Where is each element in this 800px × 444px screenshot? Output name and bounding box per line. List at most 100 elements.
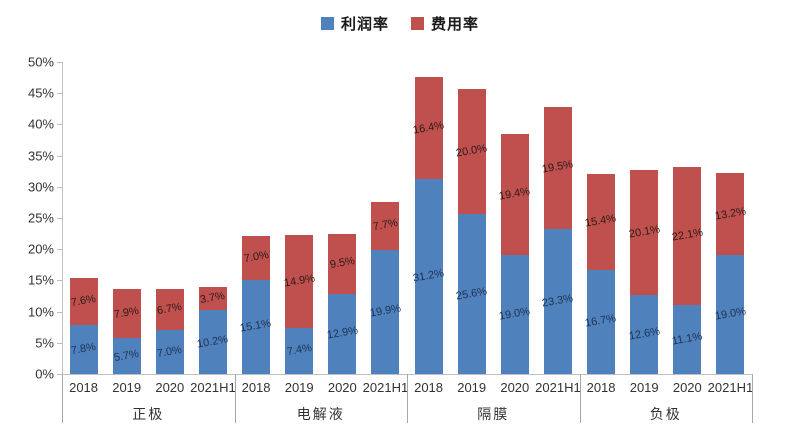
y-tick-label: 15% — [27, 272, 54, 288]
data-label: 7.7% — [371, 217, 399, 234]
category-separator — [407, 374, 408, 423]
data-label: 16.4% — [412, 119, 445, 137]
bar-segment-费用率: 14.9% — [282, 234, 316, 328]
bar-segment-费用率: 3.7% — [198, 287, 227, 311]
bar-segment-费用率: 9.5% — [328, 234, 357, 294]
bar-segment-费用率: 22.1% — [670, 166, 704, 305]
bar-segment-利润率: 10.2% — [196, 310, 230, 374]
data-label: 22.1% — [670, 226, 704, 244]
bar-隔膜-2018: 31.2% 16.4% — [412, 76, 445, 374]
bar-正极-2020: 7.0% 6.7% — [155, 288, 184, 374]
category-separator — [579, 374, 581, 423]
x-axis-year-label: 2019 — [457, 380, 487, 395]
bar-segment-费用率: 7.6% — [69, 277, 98, 326]
bar-segment-利润率: 23.3% — [541, 228, 574, 374]
x-axis-year-label: 2020 — [500, 380, 530, 395]
data-label: 3.7% — [199, 290, 227, 307]
x-axis-year-label: 2018 — [69, 380, 99, 395]
data-label: 9.5% — [328, 255, 356, 272]
legend-item-expense-rate: 费用率 — [411, 13, 479, 34]
bar-segment-利润率: 7.8% — [69, 325, 98, 374]
bar-隔膜-2020: 19.0% 19.4% — [498, 134, 532, 374]
x-axis-year-label: 2020 — [672, 380, 702, 395]
bar-segment-利润率: 19.9% — [368, 249, 402, 374]
data-label: 25.6% — [455, 285, 489, 303]
y-tick-mark — [57, 186, 62, 188]
bar-正极-2019: 5.7% 7.9% — [112, 289, 141, 374]
category-separator — [62, 374, 63, 423]
x-axis-group-label: 电解液 — [296, 406, 345, 422]
bar-负极-2018: 16.7% 15.4% — [584, 173, 618, 374]
data-label: 19.5% — [541, 158, 575, 176]
data-label: 11.1% — [671, 330, 704, 348]
y-tick-mark — [57, 218, 62, 219]
x-axis-year-label: 2019 — [629, 380, 659, 395]
data-label: 19.0% — [713, 305, 747, 323]
y-tick-label: 40% — [27, 116, 54, 132]
y-tick-label: 5% — [35, 335, 54, 351]
bar-segment-利润率: 7.4% — [285, 327, 314, 374]
bar-电解液-2020: 12.9% 9.5% — [325, 234, 359, 374]
data-label: 7.6% — [70, 293, 97, 310]
data-label: 14.9% — [282, 272, 316, 290]
profit-rate-swatch-icon — [320, 17, 334, 30]
y-tick-label: 30% — [27, 179, 54, 195]
bar-负极-2019: 12.6% 20.1% — [627, 169, 661, 374]
y-tick-mark — [57, 342, 62, 344]
x-axis-year-label: 2019 — [284, 380, 314, 395]
category-separator — [234, 374, 236, 423]
bar-segment-利润率: 12.6% — [627, 295, 661, 374]
y-tick-mark — [57, 124, 62, 126]
data-label: 12.9% — [325, 324, 359, 342]
bar-segment-利润率: 7.0% — [155, 330, 184, 374]
data-label: 7.8% — [70, 341, 97, 358]
bar-segment-利润率: 31.2% — [412, 179, 445, 374]
bar-segment-利润率: 16.7% — [584, 269, 618, 374]
bar-电解液-2021H1: 19.9% 7.7% — [368, 201, 402, 374]
y-tick-label: 35% — [27, 148, 54, 164]
data-label: 13.2% — [713, 205, 747, 223]
bar-segment-费用率: 19.5% — [541, 106, 575, 229]
y-tick-label: 50% — [27, 54, 54, 70]
y-tick-label: 20% — [27, 241, 54, 257]
bar-隔膜-2019: 25.6% 20.0% — [455, 89, 489, 374]
x-axis-year-label: 2021H1 — [190, 380, 236, 395]
category-separator — [752, 374, 753, 423]
x-axis-year-label: 2021H1 — [362, 380, 409, 395]
y-tick-mark — [57, 93, 62, 95]
bar-电解液-2019: 7.4% 14.9% — [282, 234, 316, 374]
data-label: 7.0% — [156, 343, 184, 360]
data-label: 12.6% — [627, 325, 661, 343]
data-label: 16.7% — [584, 312, 618, 331]
bar-隔膜-2021H1: 23.3% 19.5% — [541, 106, 575, 374]
bar-segment-费用率: 15.4% — [585, 173, 617, 270]
legend-item-profit-rate: 利润率 — [320, 13, 389, 34]
y-tick-label: 0% — [35, 366, 54, 382]
data-label: 31.2% — [412, 267, 445, 285]
bar-segment-费用率: 20.0% — [455, 89, 488, 215]
data-label: 10.2% — [196, 333, 230, 351]
bar-segment-费用率: 19.4% — [498, 134, 532, 256]
bar-segment-费用率: 16.4% — [412, 76, 445, 180]
x-axis-year-label: 2018 — [241, 380, 271, 395]
bar-segment-费用率: 6.7% — [155, 288, 184, 331]
data-label: 19.9% — [368, 302, 402, 321]
y-tick-mark — [57, 249, 62, 251]
bar-segment-利润率: 19.0% — [498, 255, 531, 374]
bar-segment-费用率: 7.0% — [242, 236, 271, 280]
y-tick-label: 25% — [27, 210, 54, 226]
x-axis-year-label: 2021H1 — [535, 380, 581, 395]
bar-segment-利润率: 19.0% — [713, 255, 747, 374]
data-label: 7.9% — [113, 305, 140, 322]
y-tick-mark — [57, 155, 62, 157]
bar-正极-2018: 7.8% 7.6% — [69, 277, 98, 374]
y-axis-line — [62, 62, 63, 374]
data-label: 6.7% — [156, 300, 184, 318]
bar-segment-费用率: 7.7% — [371, 201, 400, 250]
bar-segment-利润率: 11.1% — [671, 304, 704, 374]
y-tick-mark — [57, 374, 62, 375]
data-label: 7.0% — [242, 249, 270, 266]
y-tick-mark — [57, 62, 62, 63]
data-label: 19.4% — [498, 185, 532, 204]
